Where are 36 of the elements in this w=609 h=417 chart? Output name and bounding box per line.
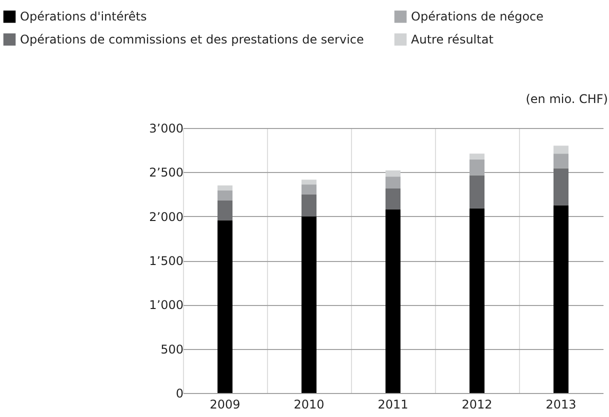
y-tick-label: 1’000 <box>149 298 184 312</box>
bar <box>218 190 232 200</box>
bar <box>386 209 400 393</box>
bar <box>386 188 400 210</box>
bar <box>302 184 316 194</box>
x-tick-label: 2011 <box>378 398 408 412</box>
bar <box>470 208 484 393</box>
bar <box>302 180 316 185</box>
bar <box>554 154 568 168</box>
bar <box>470 154 484 160</box>
y-tick-label: 3’000 <box>149 122 184 136</box>
bar <box>386 170 400 177</box>
bar <box>554 168 568 206</box>
y-tick-label: 0 <box>176 386 184 400</box>
bar <box>302 194 316 216</box>
x-tick-label: 2013 <box>546 398 576 412</box>
bar <box>386 176 400 189</box>
legend-label: Opérations d'intérêts <box>20 10 147 24</box>
bar <box>554 205 568 393</box>
legend-label: Opérations de commissions et des prestations de service <box>20 32 364 46</box>
x-tick-label: 2010 <box>294 398 324 412</box>
text: (en mio. CHF) <box>526 92 608 106</box>
x-tick-label: 2009 <box>210 398 240 412</box>
bar <box>554 146 568 154</box>
y-tick-label: 2’000 <box>149 210 184 224</box>
bar <box>302 216 316 393</box>
bar <box>470 175 484 208</box>
y-tick-label: 2’500 <box>149 166 184 180</box>
y-tick-label: 1’500 <box>149 254 184 268</box>
bar <box>218 200 232 220</box>
legend-label: Opérations de négoce <box>411 10 544 24</box>
y-tick-label: 500 <box>160 342 184 356</box>
x-tick-label: 2012 <box>462 398 492 412</box>
legend-label: Autre résultat <box>411 32 494 46</box>
bar <box>218 220 232 393</box>
bar <box>218 185 232 190</box>
